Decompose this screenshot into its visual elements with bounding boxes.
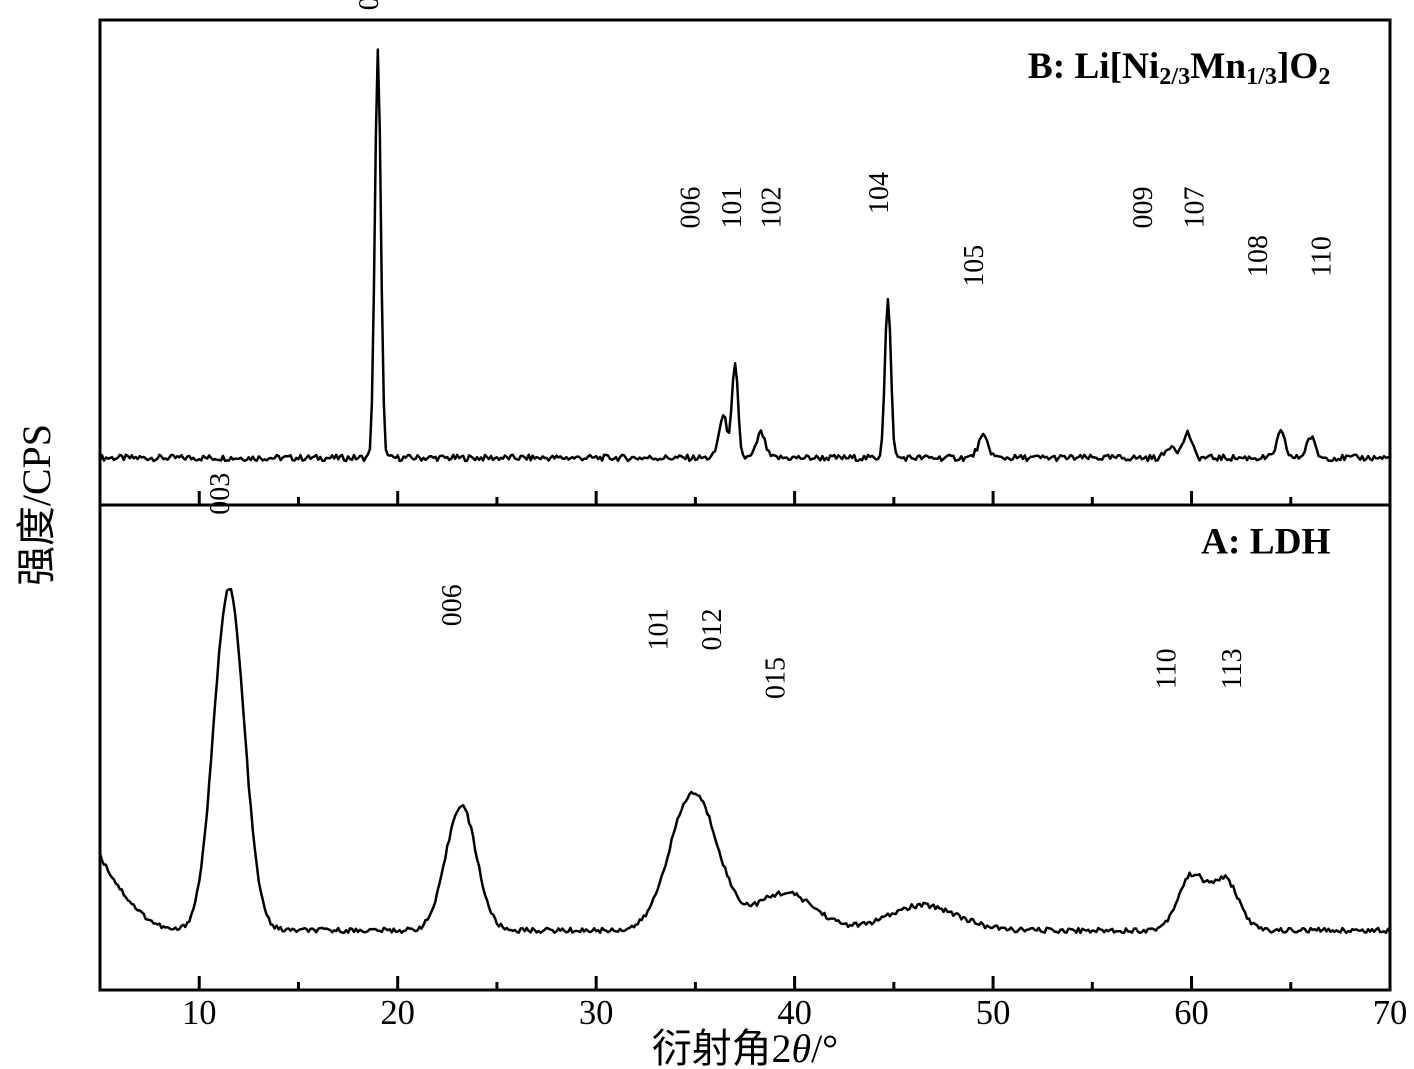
peak-label: 006 <box>675 187 706 229</box>
peak-label: 101 <box>717 187 748 229</box>
peak-label: 107 <box>1179 187 1210 229</box>
x-axis-label: 衍射角2θ/° <box>652 1026 838 1069</box>
xtick-label: 20 <box>380 994 415 1032</box>
xtick-label: 70 <box>1373 994 1408 1032</box>
peak-label: 003 <box>354 0 385 10</box>
peak-label: 006 <box>437 584 468 626</box>
xtick-label: 10 <box>182 994 217 1032</box>
peak-label: 015 <box>761 657 792 699</box>
y-axis-label: 强度/CPS <box>14 424 59 586</box>
peak-label: 009 <box>1128 187 1159 229</box>
peak-label: 102 <box>757 187 788 229</box>
peak-label: 110 <box>1152 648 1183 689</box>
xtick-label: 60 <box>1174 994 1209 1032</box>
xrd-svg: 10203040506070衍射角2θ/°强度/CPS0030061011021… <box>0 0 1414 1069</box>
peak-label: 113 <box>1217 648 1248 689</box>
peak-label: 110 <box>1306 236 1337 277</box>
panel-title-top: B: Li[Ni2/3Mn1/3]O2 <box>1028 46 1331 90</box>
xtick-label: 50 <box>976 994 1011 1032</box>
xrd-trace-bottom <box>100 589 1390 933</box>
xrd-figure: 10203040506070衍射角2θ/°强度/CPS0030061011021… <box>0 0 1414 1069</box>
peak-label: 108 <box>1243 235 1274 277</box>
xtick-label: 30 <box>579 994 614 1032</box>
peak-label: 105 <box>959 245 990 287</box>
peak-label: 003 <box>205 473 236 515</box>
peak-label: 101 <box>644 609 675 651</box>
peak-label: 104 <box>864 172 895 214</box>
xrd-trace-top <box>100 50 1390 462</box>
panel-title-bottom: A: LDH <box>1201 522 1330 563</box>
peak-label: 012 <box>697 609 728 651</box>
